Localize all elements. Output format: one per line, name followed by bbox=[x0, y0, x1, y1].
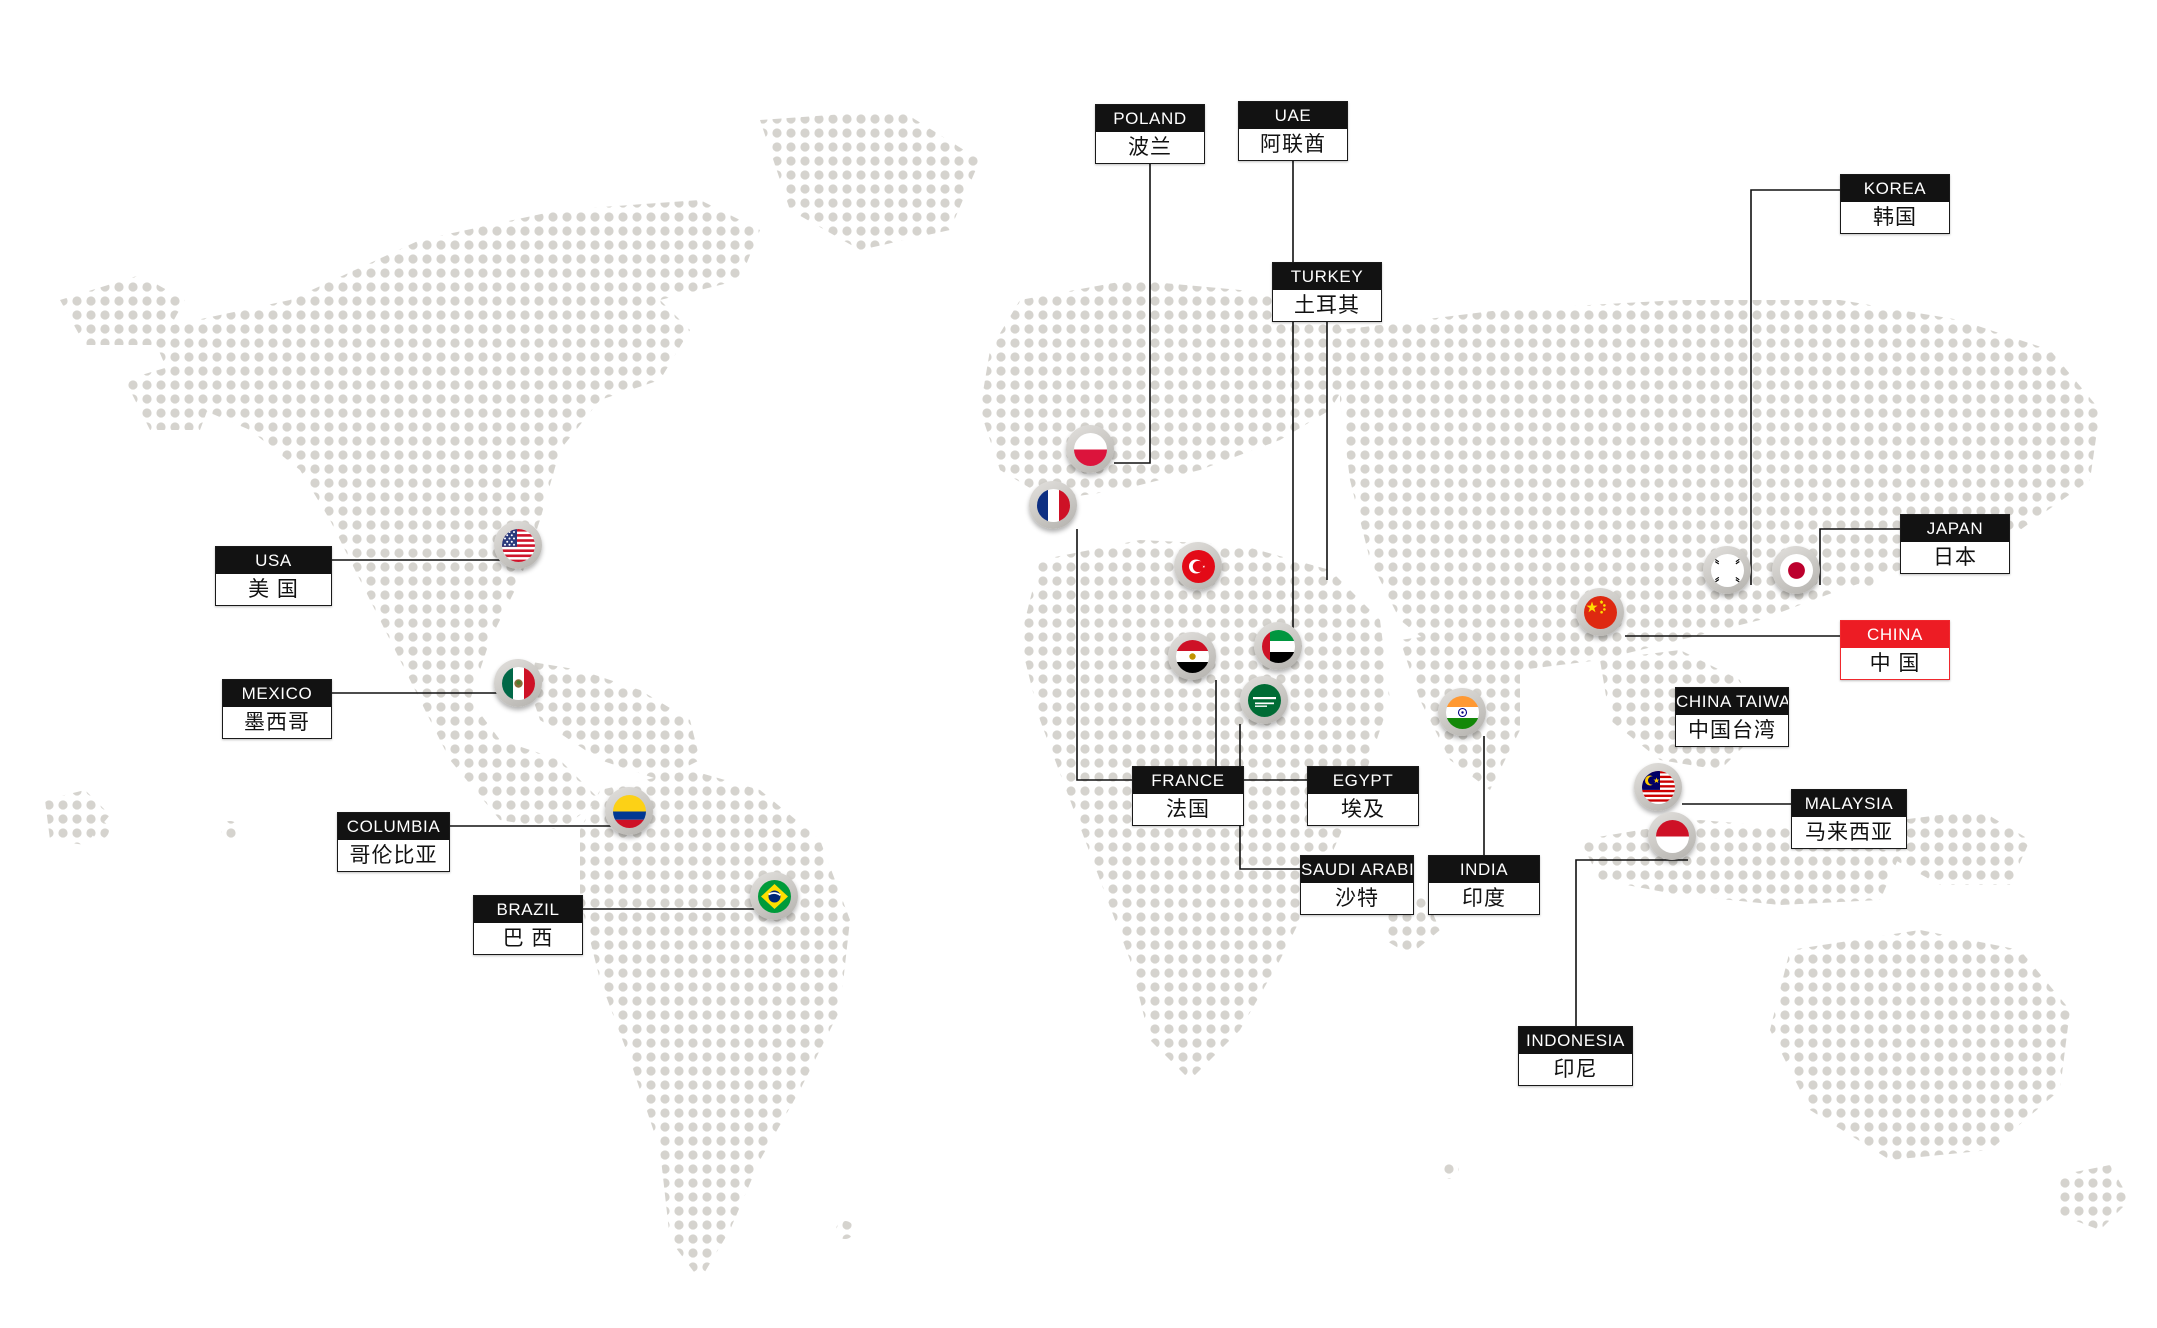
country-label-malaysia[interactable]: MALAYSIA 马来西亚 bbox=[1791, 789, 1907, 849]
flag-columbia-icon bbox=[612, 794, 646, 828]
country-label-en-uae: UAE bbox=[1239, 102, 1347, 129]
country-label-china-taiwan[interactable]: CHINA TAIWAN中国台湾 bbox=[1675, 687, 1789, 747]
flag-egypt-icon bbox=[1175, 639, 1209, 673]
country-label-zh-france: 法国 bbox=[1133, 794, 1243, 825]
flag-indonesia-icon bbox=[1655, 819, 1689, 853]
country-label-zh-saudi-arabia: 沙特 bbox=[1301, 883, 1413, 914]
country-label-en-france: FRANCE bbox=[1133, 767, 1243, 794]
country-label-poland[interactable]: POLAND 波兰 bbox=[1095, 104, 1205, 164]
country-label-zh-japan: 日本 bbox=[1901, 542, 2009, 573]
country-label-turkey[interactable]: TURKEY 土耳其 bbox=[1272, 262, 1382, 322]
country-label-india[interactable]: INDIA 印度 bbox=[1428, 855, 1540, 915]
country-label-saudi-arabia[interactable]: SAUDI ARABIA沙特 bbox=[1300, 855, 1414, 915]
flag-turkey-icon bbox=[1181, 549, 1215, 583]
country-label-en-poland: POLAND bbox=[1096, 105, 1204, 132]
map-pin-france[interactable] bbox=[1029, 481, 1077, 529]
flag-india-icon bbox=[1445, 695, 1479, 729]
flag-japan-icon bbox=[1779, 553, 1813, 587]
country-label-france[interactable]: FRANCE 法国 bbox=[1132, 766, 1244, 826]
country-label-en-usa: USA bbox=[216, 547, 331, 574]
map-pin-mexico[interactable] bbox=[494, 659, 542, 707]
country-label-en-indonesia: INDONESIA bbox=[1519, 1027, 1632, 1054]
country-label-usa[interactable]: USA 美 国 bbox=[215, 546, 332, 606]
country-label-zh-malaysia: 马来西亚 bbox=[1792, 817, 1906, 848]
flag-korea-icon bbox=[1710, 553, 1744, 587]
country-label-zh-columbia: 哥伦比亚 bbox=[338, 840, 449, 871]
country-label-zh-korea: 韩国 bbox=[1841, 202, 1949, 233]
map-pin-saudi-arabia[interactable] bbox=[1240, 676, 1288, 724]
country-label-zh-india: 印度 bbox=[1429, 883, 1539, 914]
country-label-zh-egypt: 埃及 bbox=[1308, 794, 1418, 825]
map-pin-malaysia[interactable] bbox=[1634, 763, 1682, 811]
map-pin-usa[interactable] bbox=[494, 521, 542, 569]
map-pin-uae[interactable] bbox=[1254, 622, 1302, 670]
country-label-zh-usa: 美 国 bbox=[216, 574, 331, 605]
flag-usa-icon bbox=[501, 528, 535, 562]
country-label-en-japan: JAPAN bbox=[1901, 515, 2009, 542]
country-label-zh-china: 中 国 bbox=[1841, 648, 1949, 679]
country-label-en-india: INDIA bbox=[1429, 856, 1539, 883]
country-label-zh-brazil: 巴 西 bbox=[474, 923, 582, 954]
flag-poland-icon bbox=[1073, 432, 1107, 466]
country-label-brazil[interactable]: BRAZIL 巴 西 bbox=[473, 895, 583, 955]
map-pin-india[interactable] bbox=[1438, 688, 1486, 736]
country-label-zh-indonesia: 印尼 bbox=[1519, 1054, 1632, 1085]
map-pin-japan[interactable] bbox=[1772, 546, 1820, 594]
country-label-en-brazil: BRAZIL bbox=[474, 896, 582, 923]
country-label-zh-turkey: 土耳其 bbox=[1273, 290, 1381, 321]
flag-france-icon bbox=[1036, 488, 1070, 522]
map-pin-poland[interactable] bbox=[1066, 425, 1114, 473]
flag-saudi-arabia-icon bbox=[1247, 683, 1281, 717]
flag-malaysia-icon bbox=[1641, 770, 1675, 804]
map-pin-columbia[interactable] bbox=[605, 787, 653, 835]
country-label-china[interactable]: CHINA 中 国 bbox=[1840, 620, 1950, 680]
flag-brazil-icon bbox=[757, 879, 791, 913]
country-label-egypt[interactable]: EGYPT 埃及 bbox=[1307, 766, 1419, 826]
country-label-zh-mexico: 墨西哥 bbox=[223, 707, 331, 738]
country-label-mexico[interactable]: MEXICO 墨西哥 bbox=[222, 679, 332, 739]
country-label-en-china: CHINA bbox=[1841, 621, 1949, 648]
country-label-en-egypt: EGYPT bbox=[1308, 767, 1418, 794]
flag-mexico-icon bbox=[501, 666, 535, 700]
country-label-columbia[interactable]: COLUMBIA 哥伦比亚 bbox=[337, 812, 450, 872]
country-label-indonesia[interactable]: INDONESIA 印尼 bbox=[1518, 1026, 1633, 1086]
country-label-korea[interactable]: KOREA 韩国 bbox=[1840, 174, 1950, 234]
flag-china-icon bbox=[1583, 595, 1617, 629]
country-label-japan[interactable]: JAPAN 日本 bbox=[1900, 514, 2010, 574]
country-label-uae[interactable]: UAE 阿联酋 bbox=[1238, 101, 1348, 161]
map-pin-brazil[interactable] bbox=[750, 872, 798, 920]
country-label-en-korea: KOREA bbox=[1841, 175, 1949, 202]
country-label-zh-poland: 波兰 bbox=[1096, 132, 1204, 163]
country-label-zh-uae: 阿联酋 bbox=[1239, 129, 1347, 160]
map-pin-egypt[interactable] bbox=[1168, 632, 1216, 680]
map-pin-china[interactable] bbox=[1576, 588, 1624, 636]
country-label-en-columbia: COLUMBIA bbox=[338, 813, 449, 840]
country-label-en-china-taiwan: CHINA TAIWAN bbox=[1676, 688, 1788, 715]
country-label-zh-china-taiwan: 中国台湾 bbox=[1676, 715, 1788, 746]
country-label-en-malaysia: MALAYSIA bbox=[1792, 790, 1906, 817]
country-label-en-turkey: TURKEY bbox=[1273, 263, 1381, 290]
flag-uae-icon bbox=[1261, 629, 1295, 663]
map-pin-korea[interactable] bbox=[1703, 546, 1751, 594]
map-pin-turkey[interactable] bbox=[1174, 542, 1222, 590]
map-pin-indonesia[interactable] bbox=[1648, 812, 1696, 860]
country-label-en-saudi-arabia: SAUDI ARABIA bbox=[1301, 856, 1413, 883]
country-label-en-mexico: MEXICO bbox=[223, 680, 331, 707]
